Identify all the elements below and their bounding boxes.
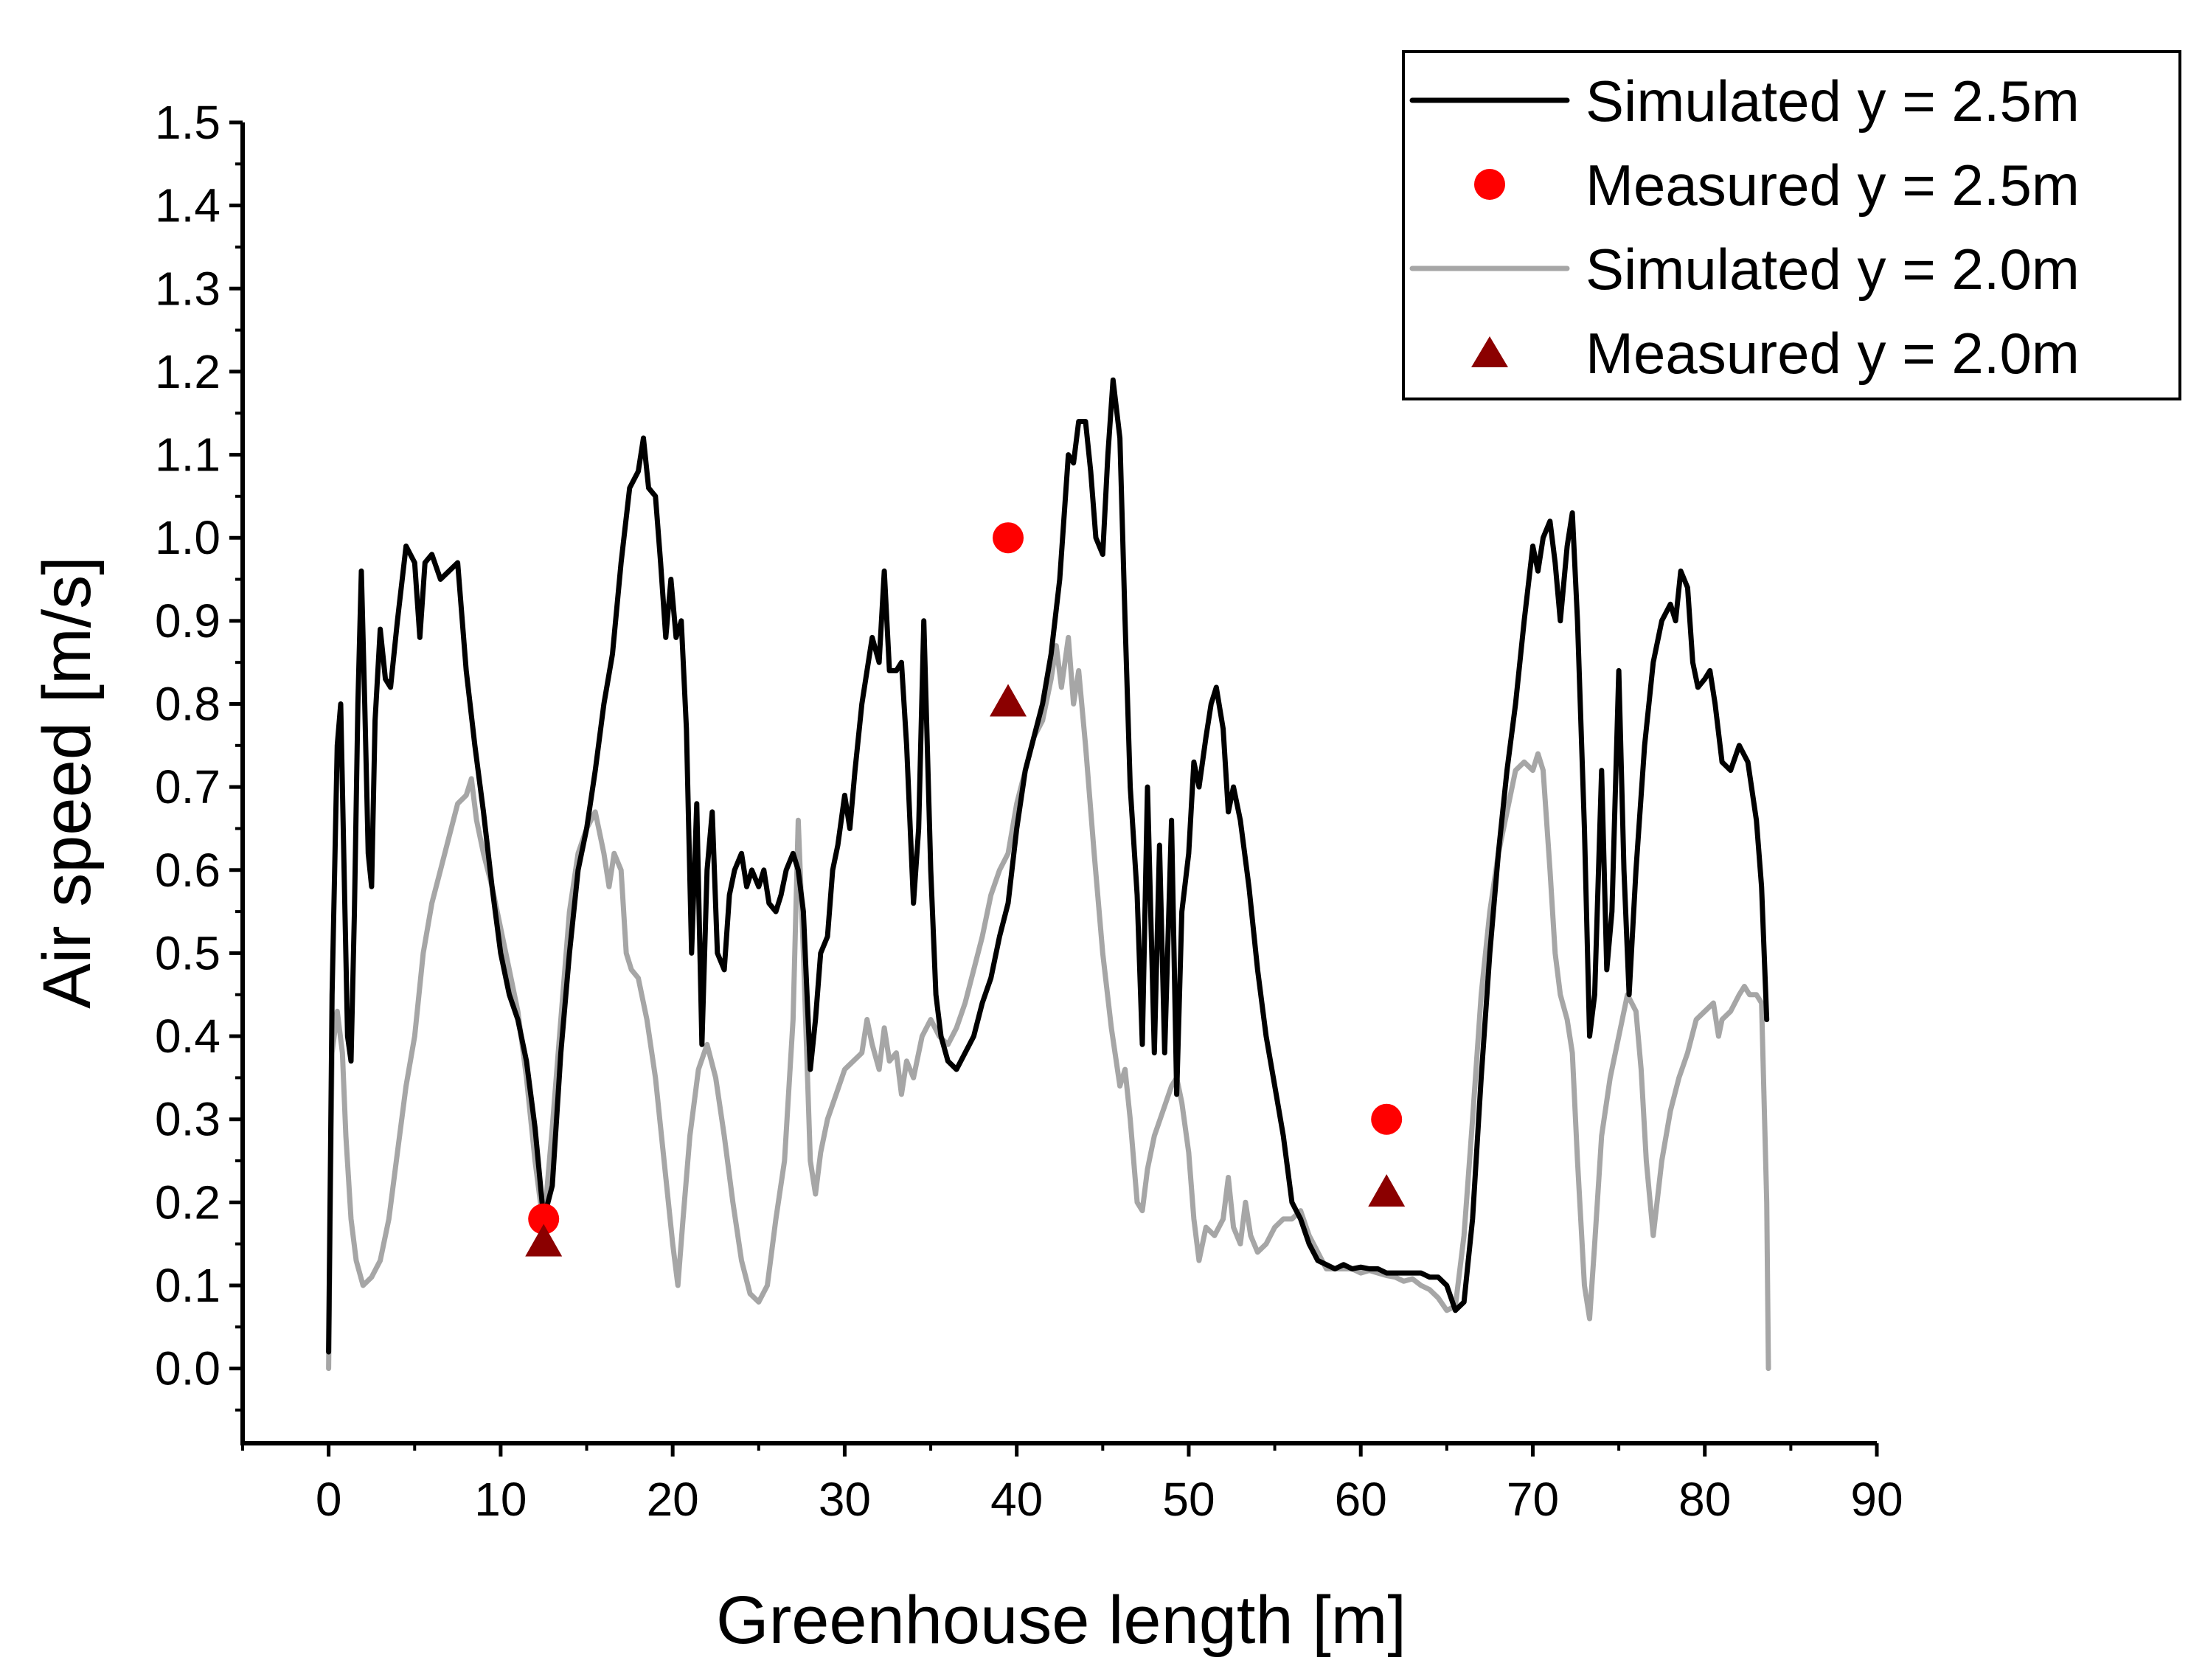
y-axis-ticks: 0.0 0.1 0.2 0.3 0.4 0.5 0.6 0.7 0.8 0.9 1.0 1.1 1.2 1…: [155, 96, 243, 1412]
y-axis-title: Air speed [m/s]: [29, 556, 105, 1009]
measured-2-0m-point-2: [990, 684, 1027, 717]
legend-marker-measured-2-0m: [1471, 336, 1508, 367]
measured-2-0m-point-1: [525, 1223, 563, 1257]
x-tick-label-30: 30: [819, 1473, 871, 1526]
x-tick-label-0: 0: [316, 1473, 342, 1526]
legend: Simulated y = 2.5m Measured y = 2.5m Sim…: [1402, 50, 2181, 400]
y-tick-label-0-8: 0.8: [155, 677, 220, 730]
series-line-1: [326, 634, 1771, 1372]
measured-2-5m-point-1: [528, 1203, 560, 1235]
legend-label-simulated-2-5m: Simulated y = 2.5m: [1586, 69, 2080, 133]
x-tick-label-50: 50: [1162, 1473, 1215, 1526]
measured-2-0m-point-3: [1368, 1174, 1406, 1207]
x-tick-label-70: 70: [1507, 1473, 1559, 1526]
y-tick-label-1-1: 1.1: [155, 428, 220, 482]
plot-area: 0.0 0.1 0.2 0.3 0.4 0.5 0.6 0.7 0.8 0.9 1.0 1.1 1.2 1…: [155, 96, 1903, 1526]
y-tick-label-0-6: 0.6: [155, 844, 220, 897]
measured-2-5m-point-3: [1371, 1103, 1403, 1135]
y-tick-label-1-5: 1.5: [155, 96, 220, 149]
y-tick-label-0-2: 0.2: [155, 1176, 220, 1229]
legend-label-measured-2-5m: Measured y = 2.5m: [1586, 153, 2080, 218]
x-axis-ticks: 0 10 20 30 40 50 60 70 80 90: [241, 1443, 1903, 1526]
y-tick-label-0-4: 0.4: [155, 1010, 220, 1063]
series-line-0: [326, 377, 1770, 1355]
x-tick-label-60: 60: [1335, 1473, 1387, 1526]
legend-box: [1402, 50, 2181, 400]
x-axis-title: Greenhouse length [m]: [716, 1583, 1406, 1658]
y-tick-label-0-1: 0.1: [155, 1259, 220, 1312]
legend-label-measured-2-0m: Measured y = 2.0m: [1586, 321, 2080, 386]
legend-label-simulated-2-0m: Simulated y = 2.0m: [1586, 237, 2080, 302]
y-tick-label-1-3: 1.3: [155, 262, 220, 315]
y-tick-label-0-9: 0.9: [155, 594, 220, 648]
y-tick-label-0-0: 0.0: [155, 1342, 220, 1395]
x-tick-label-20: 20: [647, 1473, 699, 1526]
y-tick-label-1-2: 1.2: [155, 345, 220, 398]
y-tick-label-0-7: 0.7: [155, 760, 220, 813]
legend-marker-measured-2-5m: [1474, 169, 1505, 200]
measured-2-5m-point-2: [993, 522, 1024, 554]
x-tick-label-40: 40: [990, 1473, 1043, 1526]
y-tick-label-1-4: 1.4: [155, 179, 220, 232]
x-tick-label-10: 10: [474, 1473, 527, 1526]
x-tick-label-90: 90: [1850, 1473, 1903, 1526]
y-tick-label-0-5: 0.5: [155, 926, 220, 979]
series-layer: [326, 377, 1771, 1372]
y-tick-label-0-3: 0.3: [155, 1093, 220, 1146]
x-tick-label-80: 80: [1678, 1473, 1731, 1526]
y-tick-label-1-0: 1.0: [155, 511, 220, 564]
